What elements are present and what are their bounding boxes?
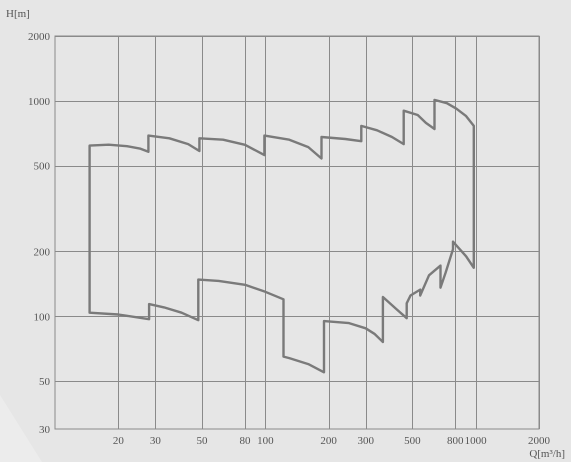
- x-axis-ticks: 20 30 50 80 100 200 300 500 800 1000 2000: [113, 435, 551, 447]
- y-tick-label: 200: [34, 246, 51, 258]
- x-tick-label: 2000: [528, 435, 551, 447]
- x-tick-label: 500: [404, 435, 421, 447]
- y-axis-title: H[m]: [6, 8, 30, 20]
- x-tick-label: 20: [113, 435, 125, 447]
- x-tick-label: 100: [257, 435, 274, 447]
- x-axis-title: Q[m³/h]: [529, 448, 565, 460]
- x-tick-label: 50: [197, 435, 209, 447]
- plot-frame: [54, 35, 540, 430]
- x-tick-label: 80: [239, 435, 251, 447]
- x-tick-label: 30: [150, 435, 162, 447]
- corner-shading: [0, 395, 42, 462]
- x-tick-label: 800: [447, 435, 464, 447]
- grid: [55, 36, 540, 429]
- y-axis-ticks: 30 50 100 200 500 1000 2000: [28, 31, 51, 436]
- x-tick-label: 200: [320, 435, 337, 447]
- x-tick-label: 300: [357, 435, 374, 447]
- y-tick-label: 30: [39, 424, 51, 436]
- y-tick-label: 100: [34, 311, 51, 323]
- performance-envelope-line: [88, 98, 475, 374]
- envelope-series: [88, 98, 475, 374]
- y-tick-label: 1000: [28, 96, 51, 108]
- y-tick-label: 2000: [28, 31, 51, 43]
- x-tick-label: 1000: [465, 435, 488, 447]
- y-tick-label: 500: [34, 161, 51, 173]
- y-tick-label: 50: [39, 376, 51, 388]
